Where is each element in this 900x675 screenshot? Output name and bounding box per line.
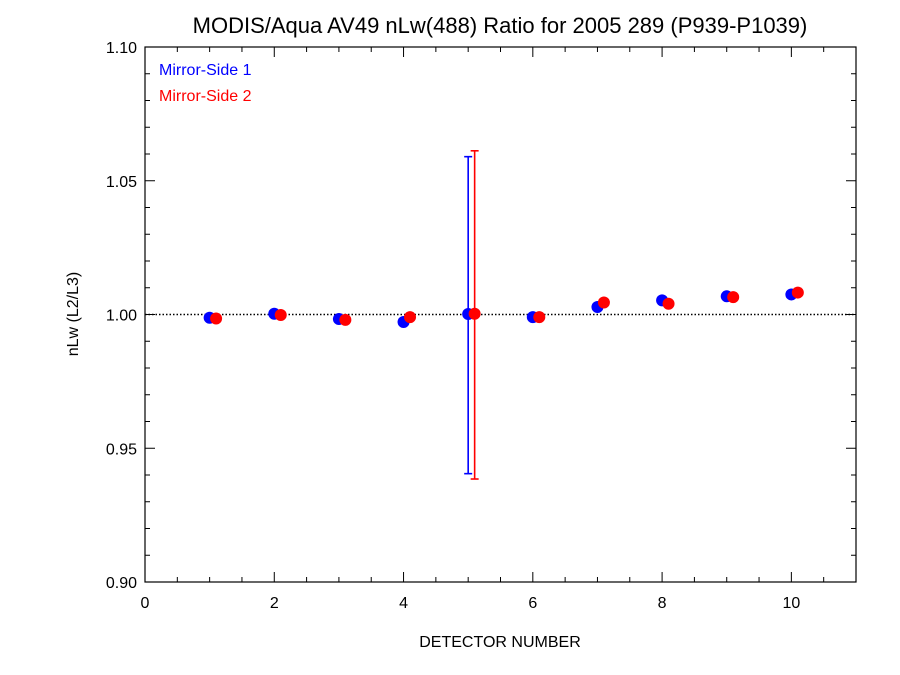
data-point-series-2	[791, 286, 804, 299]
data-point-series-2	[468, 307, 481, 320]
data-point-series-2	[533, 311, 546, 324]
x-tick-label: 4	[399, 595, 408, 612]
chart-title: MODIS/Aqua AV49 nLw(488) Ratio for 2005 …	[193, 13, 808, 38]
y-axis-label: nLw (L2/L3)	[65, 272, 82, 357]
x-tick-label: 0	[141, 595, 150, 612]
data-point-series-2	[597, 296, 610, 309]
plot-frame	[144, 46, 857, 583]
x-axis-label: DETECTOR NUMBER	[419, 634, 581, 651]
data-point-series-2	[662, 297, 675, 310]
data-point-series-2	[404, 311, 417, 324]
axis-tick-labels: 0 2 4 6 8 10 0.90 0.95 1.00 1.05 1.10	[106, 40, 801, 612]
y-tick-label: 0.90	[106, 575, 137, 592]
x-tick-label: 8	[658, 595, 667, 612]
legend-entry-series-2: Mirror-Side 2	[159, 88, 252, 105]
data-point-series-2	[727, 291, 740, 304]
x-tick-label: 2	[270, 595, 279, 612]
legend: Mirror-Side 1 Mirror-Side 2	[159, 62, 252, 105]
data-point-series-2	[339, 313, 352, 326]
y-tick-label: 1.10	[106, 40, 137, 57]
y-tick-label: 0.95	[106, 441, 137, 458]
y-tick-label: 1.00	[106, 308, 137, 325]
axis-ticks	[144, 46, 857, 583]
data-marks	[145, 149, 856, 480]
data-point-series-2	[210, 312, 223, 325]
x-tick-label: 6	[528, 595, 537, 612]
x-tick-label: 10	[782, 595, 800, 612]
y-tick-label: 1.05	[106, 174, 137, 191]
legend-entry-series-1: Mirror-Side 1	[159, 62, 252, 79]
data-point-series-2	[274, 309, 287, 322]
